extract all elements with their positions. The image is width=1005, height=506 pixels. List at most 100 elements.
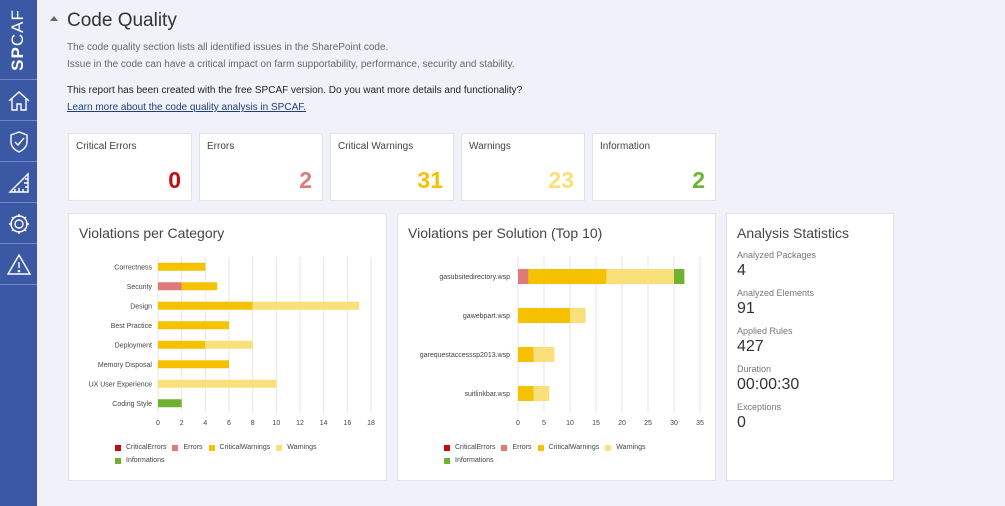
legend-label: Informations bbox=[126, 457, 165, 464]
chart-legend: CriticalErrors Errors CriticalWarnings W… bbox=[444, 441, 652, 467]
legend-label: Errors bbox=[183, 444, 203, 451]
bar-segment[interactable] bbox=[518, 347, 534, 362]
nav-security[interactable] bbox=[0, 122, 37, 162]
description-line-1: The code quality section lists all ident… bbox=[67, 42, 389, 53]
panel-title: Analysis Statistics bbox=[737, 225, 850, 241]
card-label: Information bbox=[600, 141, 651, 152]
learn-more-link[interactable]: Learn more about the code quality analys… bbox=[67, 102, 307, 113]
bar-segment[interactable] bbox=[606, 269, 674, 284]
stat-label-packages: Analyzed Packages bbox=[737, 250, 817, 260]
category-label: Design bbox=[130, 303, 152, 310]
x-tick-label: 14 bbox=[320, 420, 328, 427]
home-icon bbox=[8, 90, 29, 111]
violations-per-category-chart: 0 2 4 6 8 10 12 14 16 18 Correctness Security Design… bbox=[89, 257, 375, 427]
legend-swatch bbox=[208, 444, 215, 451]
bar-segment[interactable] bbox=[158, 360, 229, 369]
category-label: gasubsitedirectory.wsp bbox=[439, 274, 510, 281]
violations-per-solution-panel: Violations per Solution (Top 10) 0 5 10 15 2… bbox=[397, 213, 716, 481]
x-tick-label: 12 bbox=[296, 420, 304, 427]
bar-segment[interactable] bbox=[674, 269, 685, 284]
legend-label: CriticalErrors bbox=[455, 444, 496, 451]
bar-segment[interactable] bbox=[533, 347, 555, 362]
logo-caf: CAF bbox=[8, 9, 27, 47]
legend-swatch bbox=[444, 444, 450, 451]
nav-warnings[interactable] bbox=[0, 245, 37, 285]
x-tick-label: 35 bbox=[696, 420, 704, 427]
bar-segment[interactable] bbox=[158, 301, 253, 310]
bar-segment[interactable] bbox=[158, 340, 206, 349]
x-tick-label: 25 bbox=[644, 420, 652, 427]
x-tick-label: 4 bbox=[203, 420, 207, 427]
stat-value-elements: 91 bbox=[737, 300, 755, 317]
x-tick-label: 16 bbox=[343, 420, 351, 427]
card-label: Critical Errors bbox=[76, 141, 137, 152]
card-value: 31 bbox=[417, 167, 443, 193]
x-tick-label: 30 bbox=[670, 420, 678, 427]
legend-item: Informations bbox=[115, 457, 165, 464]
legend-label: CriticalWarnings bbox=[548, 444, 600, 451]
bar-segment[interactable] bbox=[518, 386, 534, 401]
bar-segment[interactable] bbox=[252, 301, 360, 310]
legend-label: CriticalErrors bbox=[126, 444, 167, 451]
stat-label-elements: Analyzed Elements bbox=[737, 288, 815, 298]
legend-item: Errors bbox=[501, 444, 532, 451]
ruler-icon bbox=[7, 171, 29, 193]
stat-value-packages: 4 bbox=[737, 262, 746, 279]
legend-swatch bbox=[172, 444, 179, 451]
bar-segment[interactable] bbox=[181, 282, 218, 291]
legend-item: CriticalWarnings bbox=[208, 444, 271, 451]
nav-settings[interactable] bbox=[0, 204, 37, 244]
card-information: Information 2 bbox=[592, 133, 716, 201]
card-critical-warnings: Critical Warnings 31 bbox=[330, 133, 454, 201]
x-tick-label: 20 bbox=[618, 420, 626, 427]
card-critical-errors: Critical Errors 0 bbox=[68, 133, 192, 201]
panel-title: Violations per Solution (Top 10) bbox=[408, 225, 603, 241]
spcaf-logo[interactable]: SPCAF bbox=[0, 0, 37, 80]
stat-value-rules: 427 bbox=[737, 338, 764, 355]
panel-title: Violations per Category bbox=[79, 225, 225, 241]
legend-item: CriticalErrors bbox=[115, 444, 166, 451]
card-value: 2 bbox=[299, 167, 312, 193]
legend-item: Errors bbox=[172, 444, 203, 451]
legend-swatch bbox=[115, 457, 121, 464]
x-tick-label: 8 bbox=[251, 420, 255, 427]
category-label: Correctness bbox=[114, 264, 152, 271]
bar-segment[interactable] bbox=[528, 269, 607, 284]
stat-label-exceptions: Exceptions bbox=[737, 402, 782, 412]
gear-icon bbox=[8, 213, 29, 234]
card-value: 2 bbox=[692, 167, 705, 193]
x-tick-label: 10 bbox=[272, 420, 280, 427]
bar-segment[interactable] bbox=[158, 379, 277, 388]
x-tick-label: 0 bbox=[516, 420, 520, 427]
collapse-arrow-icon[interactable] bbox=[50, 16, 58, 21]
legend-item: CriticalErrors bbox=[444, 444, 495, 451]
category-label: suitlinkbar.wsp bbox=[464, 391, 510, 398]
bar-segment[interactable] bbox=[158, 282, 182, 291]
category-label: Coding Style bbox=[112, 401, 152, 408]
legend-label: Warnings bbox=[616, 444, 646, 451]
x-tick-label: 0 bbox=[156, 420, 160, 427]
bar-segment[interactable] bbox=[158, 262, 206, 271]
card-label: Warnings bbox=[469, 141, 511, 152]
category-label: Deployment bbox=[115, 342, 152, 349]
bar-segment[interactable] bbox=[158, 321, 229, 330]
violations-per-solution-chart: 0 5 10 15 20 25 30 35 gasubsitedirectory.wsp gawe… bbox=[420, 257, 704, 427]
bar-segment[interactable] bbox=[158, 399, 182, 408]
sidebar: SPCAF bbox=[0, 0, 37, 506]
legend-swatch bbox=[605, 444, 612, 451]
legend-item: CriticalWarnings bbox=[537, 444, 600, 451]
legend-label: CriticalWarnings bbox=[219, 444, 271, 451]
bar-segment[interactable] bbox=[518, 308, 570, 323]
bar-segment[interactable] bbox=[570, 308, 586, 323]
bar-segment[interactable] bbox=[533, 386, 550, 401]
analysis-statistics-panel: Analysis Statistics Analyzed Packages 4 … bbox=[726, 213, 894, 481]
nav-home[interactable] bbox=[0, 81, 37, 121]
nav-quality[interactable] bbox=[0, 163, 37, 203]
x-tick-label: 6 bbox=[227, 420, 231, 427]
card-warnings: Warnings 23 bbox=[461, 133, 585, 201]
stat-label-rules: Applied Rules bbox=[737, 326, 793, 336]
category-label: gawebpart.wsp bbox=[463, 313, 510, 320]
stat-label-duration: Duration bbox=[737, 364, 772, 374]
bar-segment[interactable] bbox=[518, 269, 529, 284]
bar-segment[interactable] bbox=[205, 340, 253, 349]
